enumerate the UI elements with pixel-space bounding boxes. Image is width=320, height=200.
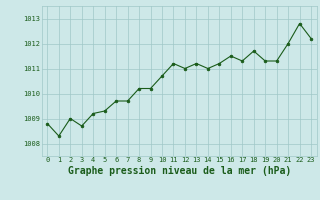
X-axis label: Graphe pression niveau de la mer (hPa): Graphe pression niveau de la mer (hPa) xyxy=(68,166,291,176)
